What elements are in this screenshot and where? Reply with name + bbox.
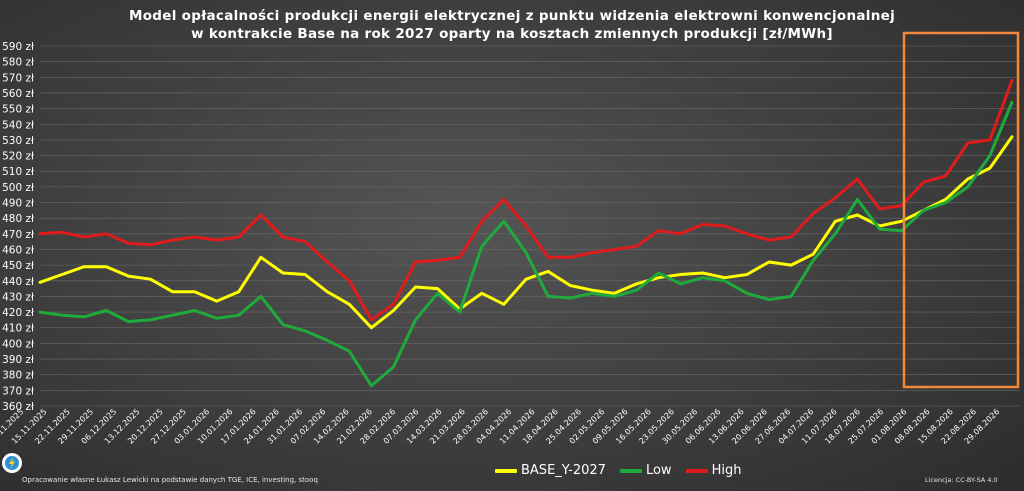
y-tick-label: 590 zł xyxy=(2,41,34,53)
y-tick-label: 380 zł xyxy=(2,370,34,382)
source-credit: Opracowanie własne Łukasz Lewicki na pod… xyxy=(22,476,318,484)
y-tick-label: 530 zł xyxy=(2,135,34,147)
y-tick-label: 470 zł xyxy=(2,229,34,241)
series-line-low xyxy=(38,100,1014,388)
y-tick-label: 400 zł xyxy=(2,338,34,350)
y-tick-label: 390 zł xyxy=(2,354,34,366)
y-tick-label: 360 zł xyxy=(2,401,34,413)
series-line-high xyxy=(38,78,1014,322)
license-text: Licencja: CC-BY-SA 4.0 xyxy=(925,476,998,484)
legend-label-low: Low xyxy=(645,463,672,478)
legend-item-high: High xyxy=(685,463,742,478)
y-tick-label: 520 zł xyxy=(2,151,34,163)
y-tick-label: 450 zł xyxy=(2,260,34,272)
y-tick-label: 550 zł xyxy=(2,104,34,116)
chart-title-line1: Model opłacalności produkcji energii ele… xyxy=(129,8,895,24)
logo-icon xyxy=(2,453,22,473)
y-tick-label: 500 zł xyxy=(2,182,34,194)
y-tick-label: 570 zł xyxy=(2,72,34,84)
y-tick-label: 420 zł xyxy=(2,307,34,319)
highlight-box xyxy=(902,31,1020,389)
y-tick-label: 480 zł xyxy=(2,213,34,225)
y-tick-label: 440 zł xyxy=(2,276,34,288)
legend-label-base: BASE_Y-2027 xyxy=(521,463,606,478)
y-tick-label: 410 zł xyxy=(2,323,34,335)
legend-label-high: High xyxy=(711,463,742,478)
legend-swatch-high xyxy=(685,468,708,473)
legend-swatch-low xyxy=(619,468,642,473)
y-tick-label: 580 zł xyxy=(2,57,34,69)
legend-swatch-base xyxy=(495,468,517,473)
legend-item-base: BASE_Y-2027 xyxy=(495,463,606,478)
y-tick-label: 540 zł xyxy=(2,119,34,131)
y-tick-label: 370 zł xyxy=(2,385,34,397)
y-tick-label: 510 zł xyxy=(2,166,34,178)
legend-item-low: Low xyxy=(619,463,672,478)
series-line-base-y-2027 xyxy=(38,135,1014,330)
y-tick-label: 430 zł xyxy=(2,291,34,303)
chart-title-line2: w kontrakcie Base na rok 2027 oparty na … xyxy=(191,26,833,42)
y-tick-label: 460 zł xyxy=(2,244,34,256)
y-tick-label: 490 zł xyxy=(2,198,34,210)
y-tick-label: 560 zł xyxy=(2,88,34,100)
chart-legend: BASE_Y-2027 Low High xyxy=(495,463,741,478)
